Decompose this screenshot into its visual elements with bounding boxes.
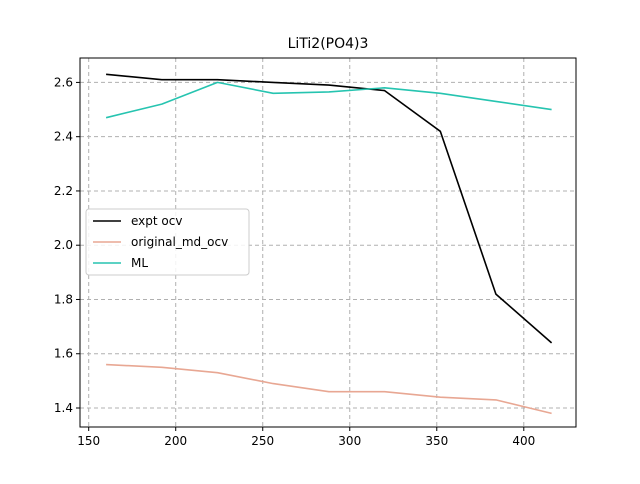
legend-box xyxy=(85,208,250,276)
y-tick-label: 1.6 xyxy=(54,347,73,361)
axis-ticks: 150 200 250 300 350 400 1.4 1.6 1.8 2.0 2.2 2.4 2.6 xyxy=(54,75,535,448)
plot-area-frame xyxy=(79,57,577,428)
y-tick-label: 2.6 xyxy=(54,75,73,89)
y-tick-label: 2.0 xyxy=(54,238,73,252)
legend-label: ML xyxy=(131,256,148,270)
x-tick-label: 250 xyxy=(251,434,274,448)
y-tick-label: 2.4 xyxy=(54,130,73,144)
legend-label: original_md_ocv xyxy=(131,235,228,249)
chart-title: LiTi2(PO4)3 xyxy=(288,36,369,52)
x-tick-label: 350 xyxy=(425,434,448,448)
x-tick-label: 200 xyxy=(164,434,187,448)
y-tick-label: 2.2 xyxy=(54,184,73,198)
x-tick-label: 300 xyxy=(338,434,361,448)
series-line-expt-ocv xyxy=(106,73,553,344)
x-tick-label: 150 xyxy=(77,434,100,448)
y-tick-label: 1.4 xyxy=(54,401,73,415)
series-lines xyxy=(105,73,553,415)
series-line-ml xyxy=(105,81,552,119)
legend: expt ocv original_md_ocv ML xyxy=(85,208,250,276)
legend-label: expt ocv xyxy=(131,214,182,228)
y-tick-label: 1.8 xyxy=(54,292,73,306)
x-tick-label: 400 xyxy=(512,434,535,448)
series-line-original-md-ocv xyxy=(106,363,552,415)
